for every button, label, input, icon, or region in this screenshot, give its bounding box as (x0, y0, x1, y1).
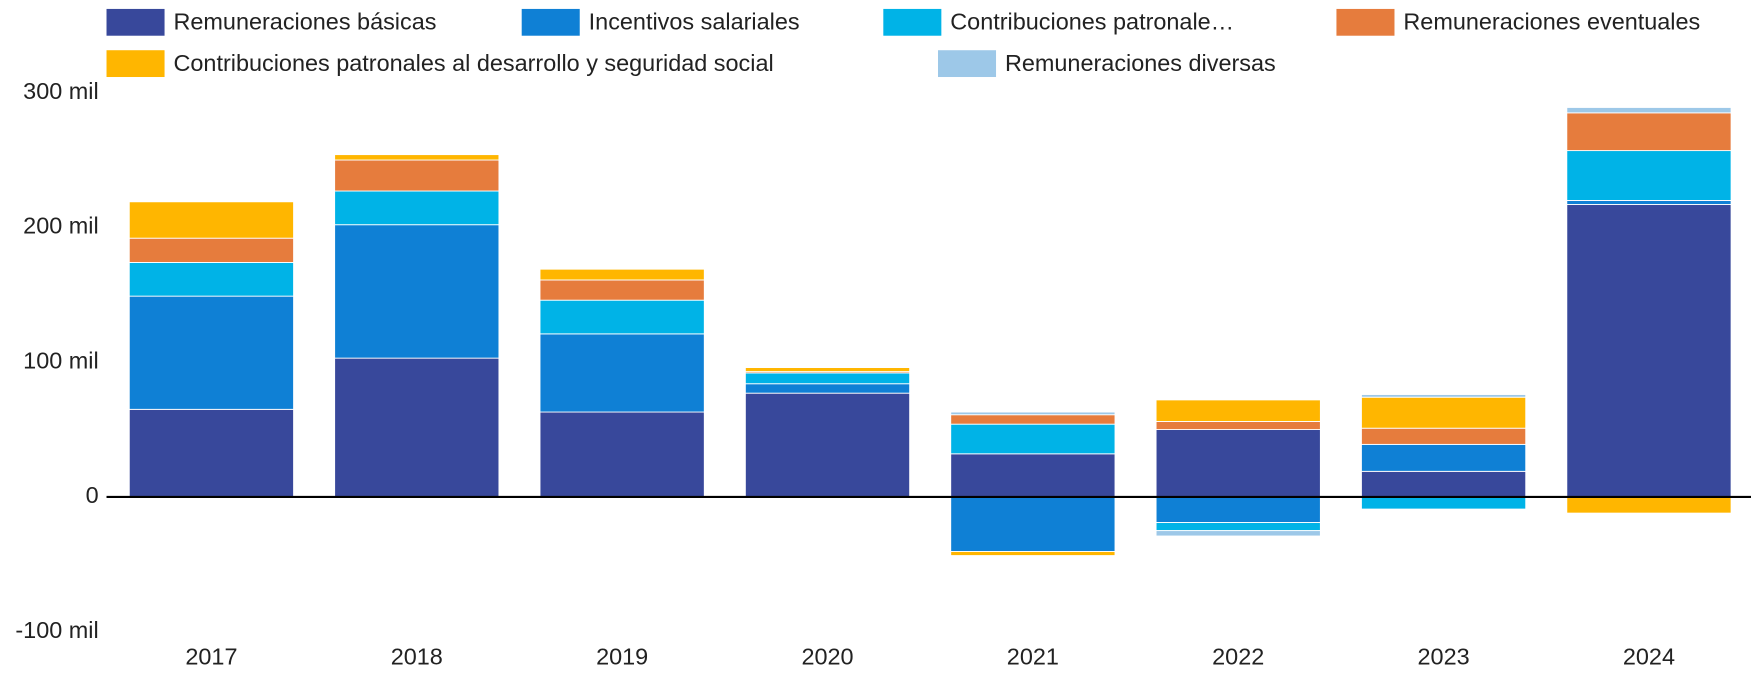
bar-segment (950, 496, 1116, 552)
y-tick-label: 300 mil (23, 78, 99, 104)
legend-label: Remuneraciones diversas (1005, 50, 1276, 76)
bar-segment (128, 261, 295, 297)
bar-segment (128, 201, 295, 239)
bar-segment (1566, 107, 1732, 114)
x-tick-label: 2024 (1623, 644, 1675, 670)
bar-segment (1566, 112, 1732, 152)
y-tick-label: 100 mil (23, 347, 99, 373)
legend-label: Contribuciones patronale… (950, 9, 1234, 35)
bar-segment (1566, 200, 1732, 205)
legend-label: Remuneraciones eventuales (1403, 9, 1700, 35)
bar-segment (744, 383, 911, 394)
bar-segment (744, 367, 911, 373)
bar-segment (334, 357, 500, 498)
bar-segment (334, 224, 500, 359)
bar-segment (950, 414, 1116, 425)
bar-segment (539, 411, 705, 498)
bar-segment (128, 408, 295, 498)
bar-segment (334, 190, 500, 226)
bar-segment (950, 551, 1116, 557)
bar-segment (1360, 396, 1527, 429)
x-tick-label: 2019 (596, 644, 648, 670)
legend-label: Remuneraciones básicas (173, 9, 436, 35)
x-tick-label: 2017 (185, 644, 237, 670)
x-tick-label: 2022 (1212, 644, 1264, 670)
legend-swatch (106, 8, 165, 36)
bar-segment (1155, 522, 1321, 532)
legend-label: Contribuciones patronales al desarrollo … (173, 50, 773, 76)
y-tick-label: -100 mil (15, 617, 98, 643)
bar-segment (1155, 421, 1321, 431)
bar-segment (334, 159, 500, 192)
bar-segment (744, 372, 911, 385)
bar-segment (1566, 204, 1732, 498)
bar-segment (744, 392, 911, 498)
legend-swatch (883, 8, 942, 36)
bar-segment (128, 295, 295, 410)
bar-segment (1566, 496, 1732, 514)
legend-label: Incentivos salariales (589, 9, 800, 35)
bar-segment (128, 237, 295, 263)
bar-segment (1155, 530, 1321, 537)
bar-segment (1360, 470, 1527, 498)
legend-swatch (106, 50, 165, 78)
bar-segment (539, 268, 705, 281)
x-tick-label: 2023 (1418, 644, 1470, 670)
bar-segment (1155, 399, 1321, 422)
x-tick-label: 2020 (801, 644, 853, 670)
bar-segment (1566, 150, 1732, 201)
bar-segment (950, 453, 1116, 498)
bar-segment (1360, 427, 1527, 445)
bar-segment (539, 299, 705, 335)
bar-segment (950, 423, 1116, 455)
bar-segment (1360, 496, 1527, 510)
y-tick-label: 200 mil (23, 213, 99, 239)
bar-segment (1155, 496, 1321, 523)
legend-swatch (938, 50, 997, 78)
legend-swatch (521, 8, 580, 36)
x-tick-label: 2021 (1007, 644, 1059, 670)
y-tick-label: 0 (86, 482, 99, 508)
bar-segment (1360, 443, 1527, 472)
bar-segment (1360, 394, 1527, 398)
bar-segment (539, 333, 705, 413)
bar-segment (1155, 429, 1321, 498)
x-tick-label: 2018 (391, 644, 443, 670)
bar-segment (950, 411, 1116, 416)
bar-segment (334, 154, 500, 161)
bar-segment (539, 279, 705, 301)
legend-swatch (1336, 8, 1395, 36)
